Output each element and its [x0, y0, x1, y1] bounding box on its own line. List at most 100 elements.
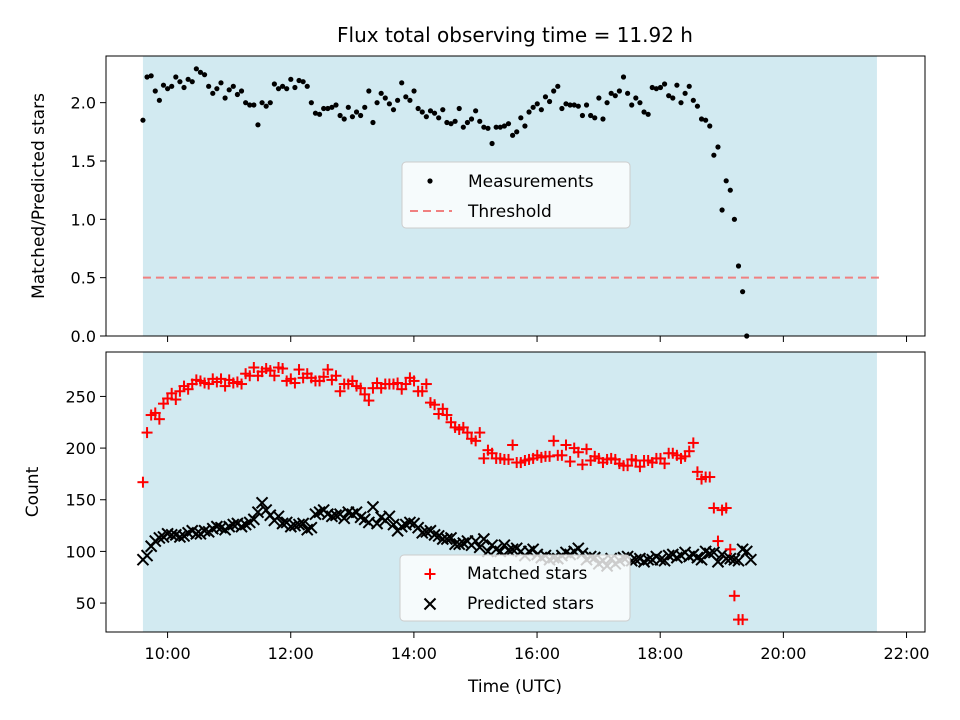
matched-point	[470, 435, 482, 447]
measurement-point	[510, 132, 516, 138]
matched-point	[622, 460, 634, 472]
matched-point	[560, 439, 572, 451]
top-y-tick-label: 2.0	[71, 94, 96, 113]
legend-measurements-label: Measurements	[468, 172, 594, 192]
predicted-point	[444, 531, 458, 545]
measurement-point	[284, 86, 290, 92]
measurement-point	[181, 84, 187, 91]
matched-point	[268, 370, 280, 382]
measurement-point	[604, 100, 610, 106]
measurement-point	[444, 119, 450, 126]
measurement-point	[423, 114, 429, 120]
measurement-point	[493, 124, 499, 130]
measurement-point	[144, 74, 150, 80]
matched-point	[363, 395, 375, 407]
measurement-point	[514, 129, 520, 135]
matched-point	[478, 452, 490, 464]
bottom-y-tick-label: 200	[65, 439, 96, 458]
measurement-point	[501, 123, 507, 129]
predicted-point	[711, 555, 725, 568]
measurement-point	[255, 122, 261, 128]
measurement-point	[596, 95, 602, 101]
legend-measurements-marker	[427, 178, 433, 184]
measurement-point	[666, 93, 672, 99]
measurement-point	[649, 84, 655, 91]
top-x-ticks	[167, 336, 908, 342]
measurement-point	[341, 116, 347, 122]
matched-point	[248, 361, 260, 373]
measurement-point	[694, 103, 701, 109]
matched-point	[289, 377, 301, 389]
measurement-point	[156, 97, 162, 103]
matched-point	[322, 364, 334, 376]
matched-point	[687, 437, 699, 449]
matched-point	[728, 590, 740, 602]
x-tick-label: 10:00	[145, 644, 191, 663]
predicted-point	[654, 553, 667, 566]
measurement-point	[164, 86, 171, 92]
measurement-point	[275, 86, 282, 92]
measurement-point	[682, 90, 688, 96]
measurement-point	[312, 110, 319, 116]
measurement-point	[436, 115, 442, 121]
measurement-point	[333, 102, 339, 108]
predicted-point	[210, 520, 224, 533]
measurement-point	[247, 102, 253, 108]
matched-point	[737, 614, 749, 626]
measurement-point	[575, 103, 581, 109]
predicted-point	[370, 517, 384, 530]
matched-point	[153, 413, 165, 425]
measurement-point	[169, 83, 175, 89]
measurement-point	[608, 90, 614, 96]
bottom-y-tick-label: 50	[76, 594, 96, 613]
measurement-point	[390, 107, 397, 113]
measurement-point	[583, 102, 590, 108]
top-y-axis-label: Matched/Predicted stars	[29, 93, 49, 299]
top-y-tick-label: 1.0	[71, 210, 96, 229]
measurement-point	[707, 123, 713, 129]
bottom-axes-frame	[105, 351, 926, 633]
measurement-point	[251, 102, 257, 108]
measurement-point	[711, 152, 717, 158]
measurement-point	[440, 107, 446, 113]
measurement-point	[362, 104, 368, 110]
measurement-point	[481, 124, 487, 130]
matched-point	[141, 427, 153, 439]
measurement-point	[222, 95, 228, 101]
measurement-point	[452, 118, 458, 124]
measurement-point	[674, 82, 680, 88]
measurement-point	[370, 119, 376, 126]
matched-point	[556, 449, 568, 461]
measurement-point	[201, 72, 208, 78]
measurement-point	[555, 83, 561, 89]
matched-point	[170, 394, 182, 406]
matched-point	[334, 385, 346, 397]
measurement-point	[210, 90, 216, 96]
matched-point	[441, 409, 453, 421]
measurement-point	[321, 105, 327, 112]
measurement-point	[431, 110, 438, 116]
measurement-point	[542, 94, 549, 100]
predicted-point	[296, 517, 310, 530]
matched-point	[502, 453, 514, 465]
measurement-point	[661, 81, 668, 87]
x-tick-label: 20:00	[760, 644, 806, 663]
measurement-point	[620, 74, 627, 80]
x-tick-label: 14:00	[391, 644, 437, 663]
measurement-point	[534, 101, 540, 107]
measurement-point	[288, 76, 294, 82]
measurement-point	[411, 88, 417, 94]
measurement-point	[657, 84, 664, 91]
legend-matched-label: Matched stars	[467, 564, 587, 584]
measurement-point	[473, 108, 479, 114]
measurement-point	[263, 103, 269, 109]
measurement-point	[300, 79, 306, 85]
matched-point	[708, 502, 720, 514]
measurement-point	[271, 81, 277, 87]
measurement-point	[349, 114, 356, 120]
x-tick-label: 16:00	[514, 644, 560, 663]
chart-title: Flux total observing time = 11.92 h	[337, 23, 693, 47]
measurement-point	[600, 116, 606, 122]
legend-matched-marker	[424, 568, 436, 580]
measurement-point	[279, 83, 286, 89]
